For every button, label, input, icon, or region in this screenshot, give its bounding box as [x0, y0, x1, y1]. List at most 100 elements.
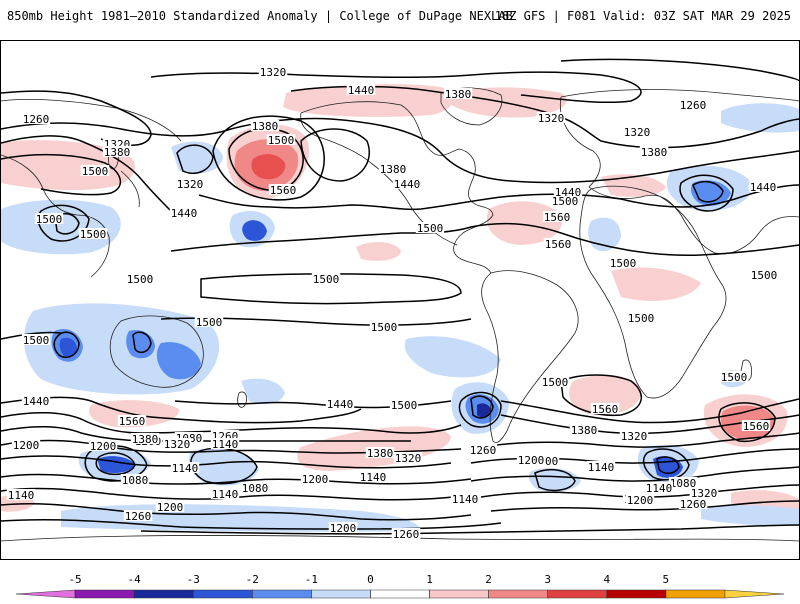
negative-anomaly-area	[701, 505, 799, 526]
contour-label-background	[358, 471, 388, 482]
contour-label: 1440	[21, 395, 51, 408]
contour-line	[1, 518, 502, 530]
contour-line	[95, 452, 136, 476]
contour-label: 1320	[689, 487, 719, 500]
contour-label-text: 1140	[172, 462, 199, 475]
contour-label-background	[590, 403, 620, 414]
contour-label-text: 1500	[542, 376, 569, 389]
contour-label-text: 1440	[327, 398, 354, 411]
contour-label: 1500	[34, 213, 64, 226]
contour-label: 1200	[11, 439, 41, 452]
contour-label-background	[266, 134, 296, 145]
contour-label: 1260	[678, 99, 708, 112]
contour-line	[1, 90, 152, 146]
contour-label: 1500	[311, 273, 341, 286]
colorbar-swatch	[665, 589, 726, 599]
contour-label-background	[174, 432, 204, 443]
contour-label: 1140	[170, 462, 200, 475]
contour-label-text: 1380	[380, 163, 407, 176]
positive-anomaly-area	[356, 242, 401, 261]
negative-anomaly-area	[721, 103, 799, 133]
contour-label-background	[250, 120, 280, 131]
contour-label: 1500	[608, 257, 638, 270]
contour-label-text: 1200	[627, 494, 654, 507]
contour-label-text: 1320	[395, 452, 422, 465]
contour-label: 1200	[625, 494, 655, 507]
contour-label-background	[130, 433, 160, 444]
contour-line	[470, 395, 494, 419]
contour-label: 1200	[516, 454, 546, 467]
contour-line	[170, 222, 799, 257]
contour-label-text: 1380	[445, 88, 472, 101]
contour-label-text: 1380	[104, 146, 131, 159]
contour-line	[656, 456, 680, 474]
contour-label-text: 1560	[544, 211, 571, 224]
contour-label-background	[80, 165, 110, 176]
new-zealand-coastline	[237, 391, 247, 408]
contour-label-text: 1320	[624, 126, 651, 139]
colorbar-swatch	[133, 589, 194, 599]
contour-label: 1500	[78, 228, 108, 241]
contour-line	[458, 391, 502, 428]
colorbar-tick-label: 1	[426, 573, 433, 586]
contour-label-background	[748, 181, 778, 192]
contour-label-background	[369, 321, 399, 332]
contour-label-text: 1500	[127, 273, 154, 286]
contour-line	[490, 500, 799, 512]
positive-anomaly-area	[569, 374, 642, 416]
contour-label-text: 1500	[36, 213, 63, 226]
contour-label-text: 1500	[313, 273, 340, 286]
contour-label-background	[668, 477, 698, 488]
negative-anomaly-area	[188, 448, 259, 486]
contour-label-text: 1500	[610, 257, 637, 270]
contour-label-text: 1200	[13, 439, 40, 452]
contour-label-text: 1440	[171, 207, 198, 220]
contour-label: 1500	[80, 165, 110, 178]
contour-label: 1320	[536, 112, 566, 125]
contour-label-text: 1440	[555, 186, 582, 199]
contour-label-background	[210, 438, 240, 449]
south-america-coastline	[481, 270, 579, 443]
contour-label-text: 1500	[82, 165, 109, 178]
contour-label-background	[78, 228, 108, 239]
contour-label: 1260	[21, 113, 51, 126]
contour-label: 1140	[450, 493, 480, 506]
colorbar-tick-label: -4	[128, 573, 142, 586]
contour-line	[1, 153, 122, 196]
contour-label-text: 1260	[680, 498, 707, 511]
contour-label-background	[542, 211, 572, 222]
contour-label-background	[102, 146, 132, 157]
contour-label-background	[123, 510, 153, 521]
colorbar-swatch	[429, 589, 490, 599]
colorbar-swatch	[606, 589, 667, 599]
contour-label-background	[536, 112, 566, 123]
colorbar-tick-label: 0	[367, 573, 374, 586]
colorbar-swatch	[74, 589, 135, 599]
contour-label-text: 1080	[122, 474, 149, 487]
colorbar-swatch	[252, 589, 313, 599]
colorbar-tick-label: 3	[544, 573, 551, 586]
contour-label-background	[586, 461, 616, 472]
contour-label-background	[365, 447, 395, 458]
contour-label: 1140	[6, 489, 36, 502]
contour-label-background	[169, 207, 199, 218]
negative-anomaly-area	[59, 337, 77, 357]
contour-label: 1380	[443, 88, 473, 101]
contour-label-background	[34, 213, 64, 224]
contour-label: 1200	[88, 440, 118, 453]
map-panel: 1320 1440 1380 1260 1260 1320 1380 1500 1320 1380…	[0, 40, 800, 560]
contour-label-background	[719, 371, 749, 382]
contour-label: 1200	[300, 473, 330, 486]
colorbar-tick-label: 5	[663, 573, 670, 586]
colorbar-swatch	[488, 589, 549, 599]
colorbar-swatch	[192, 589, 254, 599]
contour-label-background	[328, 522, 358, 533]
contour-label: 1380	[130, 433, 160, 446]
contour-line	[300, 128, 370, 182]
contour-label-background	[619, 430, 649, 441]
contour-label-background	[300, 473, 330, 484]
contour-label: 1260	[678, 498, 708, 511]
contour-label-background	[117, 415, 147, 426]
